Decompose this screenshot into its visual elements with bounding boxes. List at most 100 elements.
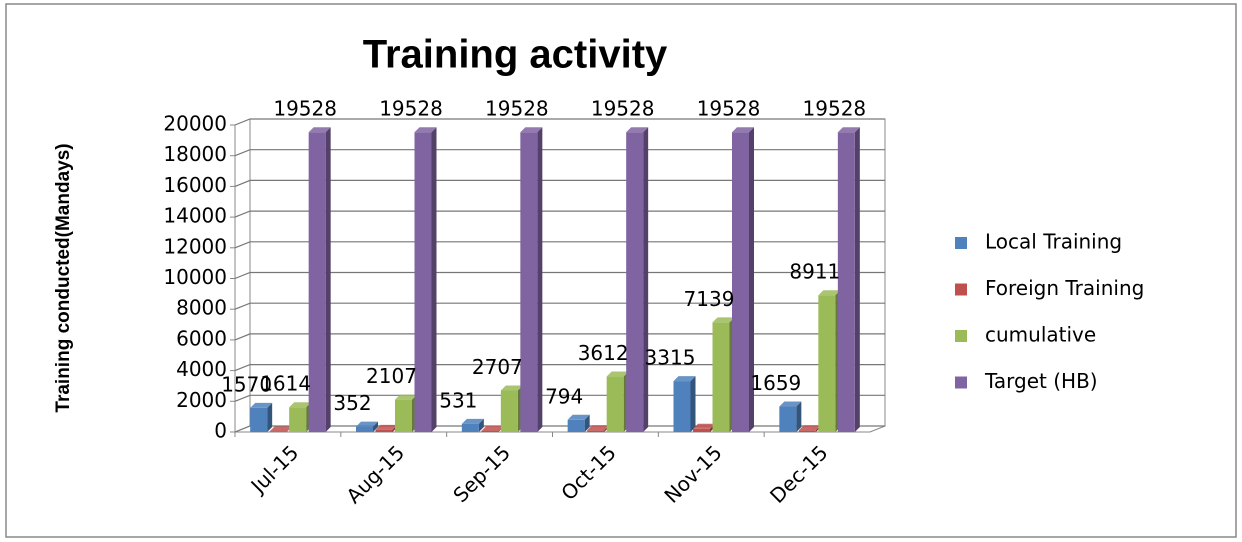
bar-top — [414, 127, 437, 133]
y-tick-label: 6000 — [176, 326, 227, 350]
bar-top — [250, 402, 273, 408]
data-label: 531 — [439, 388, 477, 412]
legend-swatch — [955, 283, 967, 296]
chart-frame — [5, 3, 1237, 538]
data-label: 2707 — [472, 355, 523, 379]
data-label: 1659 — [750, 371, 801, 395]
bar — [626, 132, 644, 433]
data-label: 19528 — [591, 97, 655, 121]
grid-line — [234, 179, 885, 187]
bar-top — [693, 423, 715, 429]
y-tick-label: 14000 — [163, 204, 227, 228]
legend-swatch — [955, 237, 967, 249]
data-label: 19528 — [803, 97, 867, 121]
data-label: 1614 — [260, 372, 311, 396]
bar-top — [712, 317, 735, 323]
bar-top — [269, 426, 292, 432]
data-label: 19528 — [697, 97, 761, 121]
grid-line — [234, 364, 885, 372]
y-tick-label: 20000 — [163, 112, 227, 136]
legend-label: Target (HB) — [984, 369, 1098, 393]
bar-top — [375, 424, 398, 430]
data-label: 7139 — [684, 287, 735, 311]
data-label: 2107 — [366, 364, 417, 388]
legend-label: cumulative — [985, 323, 1096, 347]
grid-line — [234, 210, 885, 218]
bar — [693, 428, 710, 432]
bar-top — [779, 401, 802, 407]
legend-swatch — [955, 376, 967, 389]
bar-side — [431, 127, 437, 432]
bar-side — [373, 421, 378, 432]
y-tick-label: 2000 — [176, 388, 227, 412]
grid-line — [234, 302, 885, 310]
bar — [567, 419, 585, 432]
bar — [606, 376, 624, 432]
bar — [500, 390, 518, 432]
bar-top — [356, 421, 378, 427]
bar — [732, 132, 749, 433]
bar — [289, 407, 307, 432]
data-label: 352 — [333, 391, 371, 415]
bar — [712, 322, 730, 432]
y-tick-label: 12000 — [163, 234, 227, 258]
bar-side — [537, 127, 543, 432]
bar — [837, 132, 855, 433]
bar-side — [478, 418, 484, 432]
bar-side — [267, 402, 273, 432]
bar-top — [837, 127, 860, 133]
chart-title: Training activity — [363, 33, 668, 77]
bar-top — [308, 127, 331, 133]
grid-line — [234, 118, 885, 126]
legend-label: Foreign Training — [985, 276, 1144, 300]
data-label: 8911 — [789, 260, 840, 284]
bar — [414, 132, 432, 433]
legend-label: Local Training — [985, 230, 1122, 254]
data-label: 3612 — [578, 341, 629, 365]
y-tick-label: 18000 — [163, 142, 227, 166]
bar-side — [690, 376, 696, 432]
bar — [481, 430, 499, 432]
bar-top — [461, 418, 484, 424]
bar-side — [325, 127, 331, 432]
bar-side — [854, 127, 860, 432]
y-tick-label: 8000 — [176, 296, 227, 320]
bar-top — [732, 127, 754, 133]
bar-top — [481, 425, 504, 431]
data-label: 19528 — [379, 97, 443, 121]
data-label: 794 — [545, 384, 583, 408]
bar-top — [626, 127, 649, 133]
bar — [520, 132, 538, 433]
bar-side — [796, 401, 802, 432]
bar-top — [818, 290, 841, 296]
y-tick-label: 4000 — [176, 357, 227, 381]
y-tick-label: 16000 — [163, 173, 227, 197]
y-tick-label: 0 — [214, 419, 227, 443]
bar — [395, 399, 412, 432]
legend-swatch — [955, 330, 967, 342]
grid-line — [234, 271, 885, 280]
bar-top — [289, 402, 312, 408]
y-tick-label: 10000 — [163, 265, 227, 289]
bar — [587, 430, 605, 432]
bar-side — [749, 127, 754, 432]
bar-top — [587, 425, 610, 431]
grid-line — [234, 394, 885, 402]
grid-line — [234, 241, 885, 249]
bar-top — [606, 371, 629, 377]
bar — [798, 430, 816, 432]
bar — [461, 423, 479, 432]
bar — [779, 406, 797, 432]
bar — [818, 295, 836, 432]
bar — [356, 426, 373, 432]
data-label: 19528 — [485, 97, 549, 121]
grid-line — [234, 425, 885, 433]
data-label: 1570 — [221, 372, 272, 396]
grid-line — [234, 149, 885, 157]
grid-line — [234, 333, 885, 341]
bar-top — [673, 376, 696, 382]
bar-side — [584, 414, 590, 432]
y-axis-label: Training conducted(Mandays) — [53, 143, 74, 412]
bar — [250, 407, 268, 432]
